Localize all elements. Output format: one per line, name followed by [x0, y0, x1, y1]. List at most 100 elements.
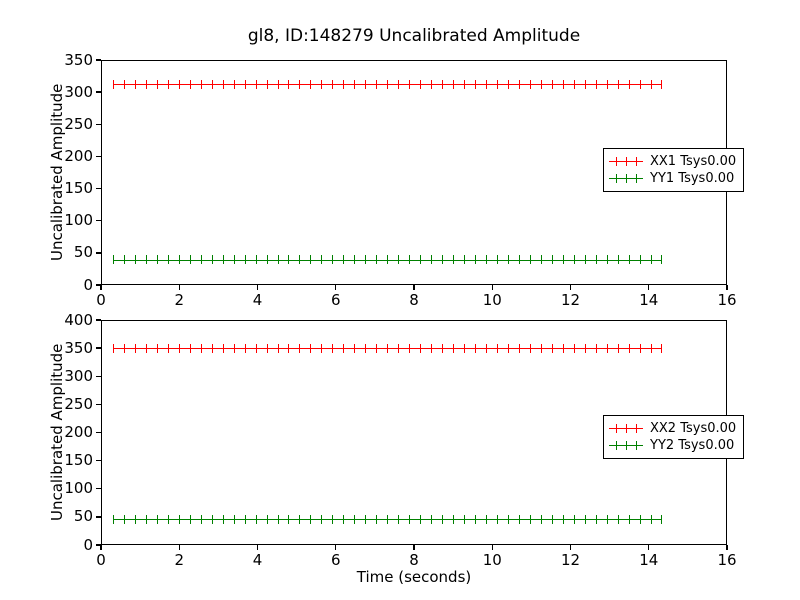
legend-entry: XX1 Tsys0.00	[609, 153, 736, 170]
data-point-marker	[211, 255, 213, 265]
data-point-marker	[584, 79, 586, 89]
data-point-marker	[244, 343, 246, 353]
y-tick-label: 300	[64, 82, 93, 101]
data-point-marker	[442, 79, 444, 89]
y-tick	[96, 252, 101, 254]
x-tick	[413, 545, 415, 550]
data-point-marker	[266, 255, 268, 265]
data-point-marker	[343, 343, 345, 353]
data-point-marker	[453, 79, 455, 89]
data-point-marker	[595, 343, 597, 353]
legend-key-marker	[616, 441, 617, 450]
data-point-marker	[606, 514, 608, 524]
legend-key-marker	[616, 424, 617, 433]
data-point-marker	[617, 514, 619, 524]
data-point-marker	[529, 343, 531, 353]
data-point-marker	[266, 514, 268, 524]
data-point-marker	[464, 514, 466, 524]
data-point-marker	[551, 514, 553, 524]
data-point-marker	[112, 343, 114, 353]
data-point-marker	[420, 514, 422, 524]
data-point-marker	[255, 343, 257, 353]
data-point-marker	[288, 79, 290, 89]
data-point-marker	[529, 79, 531, 89]
data-point-marker	[617, 343, 619, 353]
x-tick-label: 12	[560, 291, 581, 309]
data-point-marker	[167, 343, 169, 353]
legend-key-marker	[626, 157, 627, 166]
data-point-marker	[628, 514, 630, 524]
data-point-marker	[222, 343, 224, 353]
data-point-marker	[485, 79, 487, 89]
data-point-marker	[321, 514, 323, 524]
data-point-marker	[233, 79, 235, 89]
data-point-marker	[398, 79, 400, 89]
figure-title: gl8, ID:148279 Uncalibrated Amplitude	[247, 26, 581, 46]
data-point-marker	[628, 79, 630, 89]
x-tick	[648, 545, 650, 550]
data-point-marker	[551, 79, 553, 89]
data-point-marker	[134, 79, 136, 89]
data-point-marker	[507, 79, 509, 89]
data-point-marker	[321, 343, 323, 353]
x-tick	[491, 545, 493, 550]
y-tick	[96, 431, 101, 434]
data-point-marker	[310, 343, 312, 353]
y-tick-label: 0	[83, 275, 93, 294]
y-tick-label: 150	[64, 179, 93, 198]
data-point-marker	[474, 255, 476, 265]
legend-label: YY2 Tsys0.00	[650, 438, 735, 453]
y-tick	[96, 284, 101, 286]
data-point-marker	[453, 514, 455, 524]
legend-entry: YY1 Tsys0.00	[609, 170, 736, 187]
y-tick-label: 350	[64, 50, 93, 69]
data-point-marker	[222, 514, 224, 524]
x-tick	[256, 545, 259, 550]
y-tick	[96, 187, 101, 190]
data-point-marker	[464, 255, 466, 265]
data-point-marker	[310, 514, 312, 524]
data-point-marker	[507, 514, 509, 524]
data-point-marker	[606, 343, 608, 353]
data-point-marker	[562, 79, 564, 89]
data-point-marker	[442, 514, 444, 524]
y-tick	[96, 155, 101, 158]
data-point-marker	[134, 255, 136, 265]
x-tick	[491, 285, 493, 290]
data-point-marker	[474, 514, 476, 524]
data-point-marker	[442, 343, 444, 353]
data-point-marker	[189, 343, 191, 353]
data-point-marker	[354, 255, 356, 265]
data-point-marker	[299, 79, 301, 89]
data-point-marker	[529, 255, 531, 265]
data-point-marker	[332, 79, 334, 89]
x-tick-label: 16	[717, 291, 737, 309]
data-point-marker	[661, 343, 663, 353]
legend-key-swatch	[609, 422, 643, 435]
x-tick-label: 4	[252, 551, 263, 569]
data-point-marker	[156, 255, 158, 265]
data-point-marker	[244, 255, 246, 265]
data-point-marker	[277, 79, 279, 89]
data-point-marker	[222, 79, 224, 89]
x-axis-label: Time (seconds)	[356, 568, 472, 586]
x-tick-label: 10	[482, 291, 502, 309]
data-point-marker	[496, 343, 498, 353]
data-point-marker	[387, 79, 389, 89]
y-tick	[96, 516, 101, 518]
legend-key-swatch	[609, 155, 643, 168]
data-point-marker	[398, 255, 400, 265]
y-tick	[96, 91, 101, 93]
y-tick-label: 250	[64, 114, 93, 133]
x-tick	[178, 545, 180, 550]
data-point-marker	[507, 255, 509, 265]
data-point-marker	[376, 79, 378, 89]
data-point-marker	[650, 79, 652, 89]
y-tick	[96, 375, 101, 377]
y-tick-label: 0	[83, 535, 93, 554]
data-point-marker	[496, 514, 498, 524]
data-point-marker	[584, 514, 586, 524]
data-point-marker	[485, 343, 487, 353]
data-point-marker	[431, 79, 433, 89]
